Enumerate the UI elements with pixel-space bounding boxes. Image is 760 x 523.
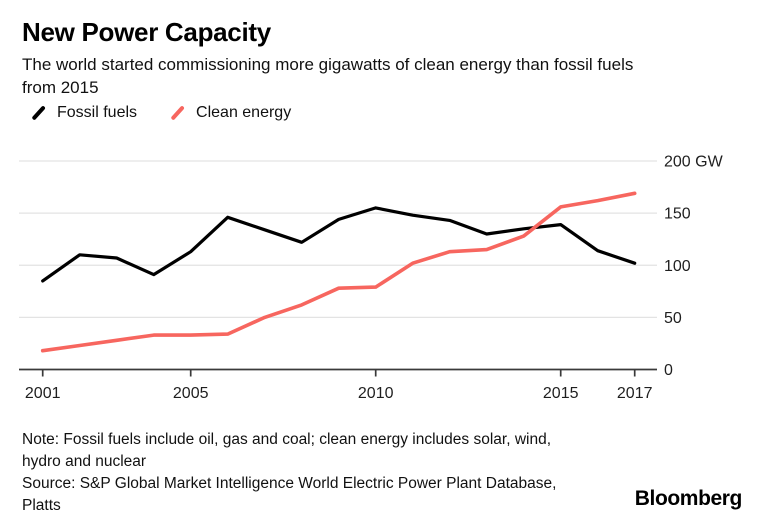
svg-text:100: 100	[664, 258, 691, 275]
svg-text:150: 150	[664, 206, 691, 223]
svg-text:200 GW: 200 GW	[664, 154, 724, 171]
svg-text:2017: 2017	[617, 385, 653, 402]
svg-text:2001: 2001	[25, 385, 61, 402]
chart-subtitle-line-1: The world started commissioning more gig…	[22, 55, 634, 74]
svg-text:2015: 2015	[543, 385, 579, 402]
bloomberg-logo: Bloomberg	[634, 487, 743, 510]
legend-label-fossil-fuels: Fossil fuels	[57, 104, 138, 121]
svg-text:50: 50	[664, 310, 682, 327]
legend: Fossil fuels Clean energy	[30, 104, 291, 122]
svg-text:2010: 2010	[358, 385, 394, 402]
chart-title: New Power Capacity	[22, 17, 271, 47]
chart-subtitle-line-2: from 2015	[22, 77, 99, 97]
legend-item-fossil-fuels: Fossil fuels	[30, 104, 137, 122]
legend-item-clean-energy: Clean energy	[169, 104, 291, 122]
source-line-1: Source: S&P Global Market Intelligence W…	[22, 475, 557, 492]
chart-subtitle: The world started commissioning more gig…	[22, 54, 633, 99]
svg-text:2005: 2005	[173, 385, 209, 402]
chart-footnote: Note: Fossil fuels include oil, gas and …	[22, 429, 662, 517]
note-line-2: hydro and nuclear	[22, 453, 147, 470]
legend-label-clean-energy: Clean energy	[196, 104, 292, 121]
note-line-1: Note: Fossil fuels include oil, gas and …	[22, 431, 552, 448]
source-line-2: Platts	[22, 497, 61, 514]
svg-text:0: 0	[664, 362, 673, 379]
